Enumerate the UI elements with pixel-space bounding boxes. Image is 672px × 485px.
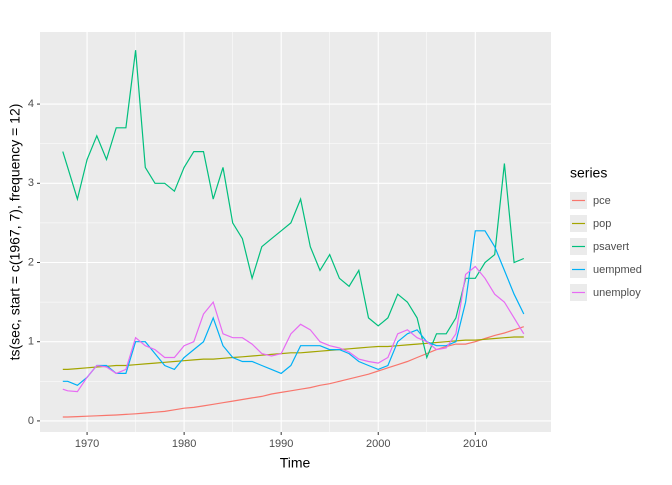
series-line <box>62 336 524 370</box>
series-line <box>62 326 524 418</box>
x-tick-label: 1970 <box>75 438 99 450</box>
legend-label: psavert <box>593 241 629 253</box>
y-tick-label: 3 <box>28 177 34 189</box>
series-line <box>62 50 525 360</box>
x-tick-label: 2010 <box>463 438 487 450</box>
legend-label: uempmed <box>593 264 642 276</box>
y-tick-label: 2 <box>28 256 34 268</box>
x-tick-label: 2000 <box>366 438 390 450</box>
panel <box>40 32 551 432</box>
legend-label: pop <box>593 218 611 230</box>
y-tick-label: 4 <box>28 98 34 110</box>
series-line <box>62 230 525 386</box>
y-tick-label: 1 <box>28 336 34 348</box>
y-tick-label: 0 <box>28 415 34 427</box>
x-axis-label: Time <box>280 455 311 471</box>
legend-label: unemploy <box>593 287 641 299</box>
series-line <box>62 265 525 393</box>
x-tick-label: 1990 <box>269 438 293 450</box>
legend-title: series <box>570 165 607 181</box>
legend-label: pce <box>593 195 611 207</box>
x-tick-label: 1980 <box>172 438 196 450</box>
y-axis-label: ts(sec, start = c(1967, 7), frequency = … <box>7 104 23 361</box>
